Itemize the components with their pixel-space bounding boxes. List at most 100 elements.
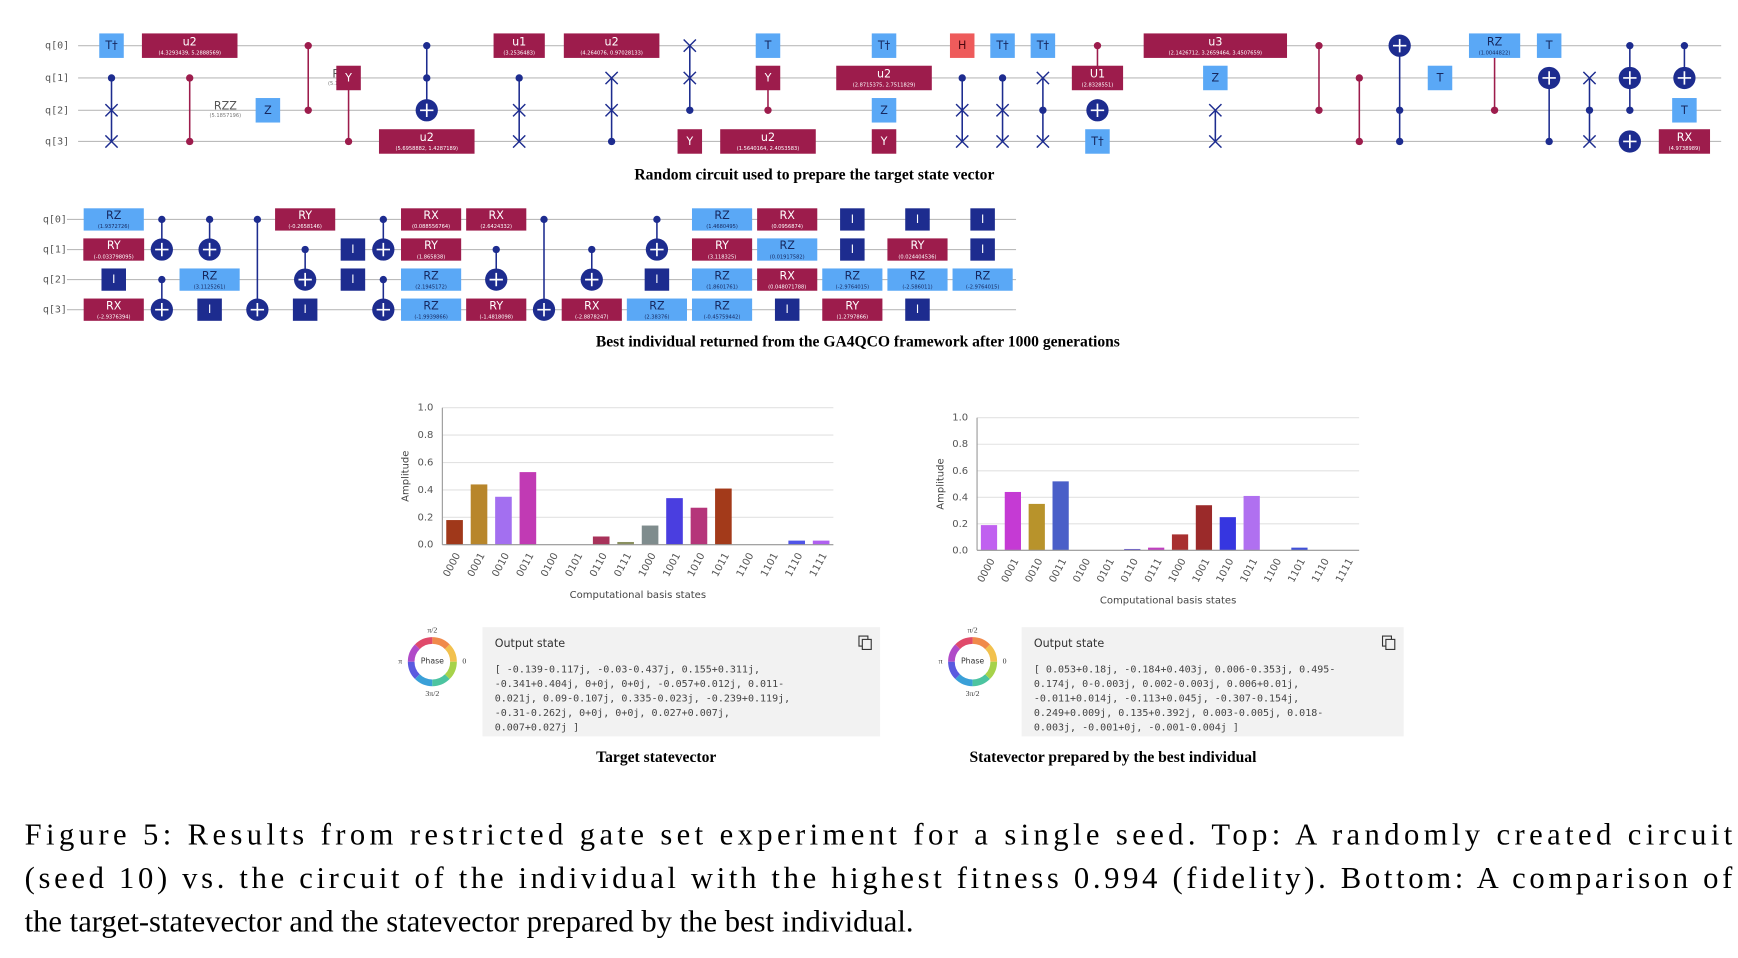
control-dot: [186, 74, 194, 82]
bar: [1124, 548, 1141, 551]
phase-wheel-segment: [948, 644, 961, 662]
phase-tick: 3π/2: [425, 689, 439, 698]
gate-label: T†: [877, 39, 891, 52]
gate-box: [561, 298, 622, 321]
qubit-label: q[0]: [45, 41, 69, 52]
output-line: [ -0.139-0.117j, -0.03-0.437j, 0.155+0.3…: [495, 664, 760, 675]
gate-box: [905, 208, 930, 231]
gate-box: [83, 298, 144, 321]
bar: [641, 525, 659, 545]
output-box: [482, 627, 881, 737]
bar: [617, 541, 634, 545]
circuit: q[0] q[1] q[2] q[3] T† u2 (4.3293439, 5.288856…: [45, 33, 1722, 154]
gate-label: I: [112, 273, 115, 286]
swap-mark: [1582, 71, 1597, 85]
bar: [1148, 547, 1165, 551]
phase-wheel-segment: [432, 674, 450, 687]
x-tick-label: 0100: [1071, 557, 1093, 585]
gate-box: [1085, 129, 1110, 154]
bar: [980, 525, 998, 551]
gate-box: [720, 129, 816, 154]
gate-label: T: [1545, 39, 1553, 52]
gate-params: (-0.2658146): [288, 224, 321, 230]
gate-box: [563, 33, 660, 58]
gate-label: RZ: [1487, 35, 1503, 48]
control-dot: [1545, 137, 1553, 146]
circuit: q[0] q[1] q[2] q[3] RZ (1.9372726) RY (-0.03379…: [43, 208, 1017, 321]
gate-params: (1.4680495): [706, 224, 738, 230]
gate-label: I: [351, 243, 354, 256]
gate-label: T†: [104, 39, 118, 52]
phase-tick: π/2: [968, 625, 978, 634]
y-tick-label: 1.0: [418, 403, 434, 414]
phase-wheel-segment: [948, 661, 961, 680]
gate-label: RZ: [649, 299, 665, 312]
control-dot: [379, 215, 387, 224]
x-tick-label: 1101: [759, 551, 781, 579]
output-state: Phase π/2 0 3π/2 π Output state [ 0.053+0.18j,…: [939, 625, 1404, 766]
gate-box: [757, 208, 818, 231]
chart-caption: Target statevector: [596, 749, 716, 766]
x-tick-label: 1100: [735, 551, 757, 579]
control-dot: [253, 215, 262, 224]
bar: [1171, 534, 1189, 551]
gate-box: [99, 33, 124, 58]
cnot-plus: [537, 302, 551, 317]
x-tick-label: 1110: [784, 551, 806, 579]
y-tick-label: 0.0: [418, 540, 434, 551]
bar: [446, 520, 463, 545]
gate-label: I: [916, 303, 919, 316]
x-tick-label: 0101: [564, 551, 586, 579]
gate-params: (0.048071788): [768, 284, 806, 290]
qubit-label: q[3]: [45, 136, 69, 147]
control-dot: [186, 137, 194, 146]
bar: [1291, 547, 1308, 551]
gate-label: u2: [761, 131, 775, 144]
y-tick-label: 0.0: [952, 545, 968, 556]
phase-wheel-segment: [972, 674, 990, 687]
gate-box: [626, 298, 687, 321]
gate-box: [1203, 65, 1228, 91]
gate-params: (2.8328551): [1082, 83, 1114, 89]
control-dot: [423, 74, 431, 82]
bar: [812, 540, 830, 545]
gate-label: RX: [1677, 131, 1693, 144]
x-tick-label: 1111: [1334, 557, 1356, 585]
x-tick-label: 0111: [1143, 557, 1165, 585]
gate-box: [887, 238, 948, 261]
gate-box: [952, 268, 1013, 291]
y-tick-label: 0.8: [952, 439, 968, 450]
gate-label: RX: [780, 269, 796, 282]
gate-label: T†: [1090, 135, 1104, 148]
gate-box: [836, 65, 932, 91]
gate-label: RX: [106, 299, 122, 312]
gate-params: (-1.9939866): [414, 314, 447, 320]
control-dot: [607, 137, 616, 146]
gate-params: (2.8715375, 2.7511829): [853, 83, 916, 89]
y-tick-label: 0.4: [952, 492, 968, 503]
gate-box: [1143, 33, 1288, 58]
gate-label: I: [786, 303, 789, 316]
gate-params: (4.9738989): [1669, 146, 1701, 152]
gate-box: [1536, 33, 1562, 58]
control-dot: [540, 215, 548, 224]
x-axis-label: Computational basis states: [1100, 595, 1236, 606]
bar: [1004, 491, 1021, 551]
swap-mark: [683, 39, 697, 53]
control-dot: [304, 41, 312, 50]
x-tick-label: 1001: [661, 551, 683, 579]
cnot-plus: [420, 103, 434, 117]
gate-label: Z: [264, 104, 272, 117]
cnot-plus: [1623, 134, 1637, 149]
gate-box: [292, 298, 318, 321]
gate-params: (1.9372726): [98, 224, 130, 230]
gate-params: (1.8601761): [706, 284, 738, 290]
gate-label: u3: [1208, 35, 1222, 48]
phase-wheel-segment: [432, 637, 450, 650]
swap-mark: [1582, 134, 1597, 149]
gate-label: RY: [424, 239, 438, 252]
gate-box: [949, 33, 975, 58]
gate-params: (0.01917582): [770, 254, 805, 260]
x-tick-label: 1011: [1239, 557, 1261, 585]
